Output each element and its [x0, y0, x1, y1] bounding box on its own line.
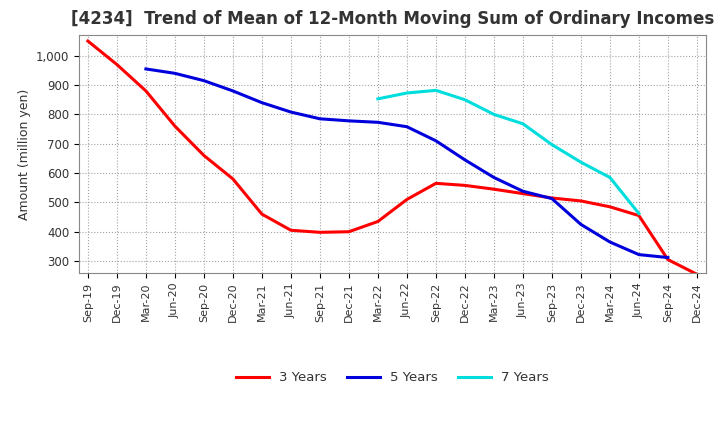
5 Years — [431, 138, 440, 143]
5 Years — [199, 78, 208, 83]
5 Years — [287, 110, 295, 115]
5 Years — [518, 189, 527, 194]
3 Years — [315, 230, 324, 235]
5 Years — [258, 100, 266, 105]
5 Years — [228, 88, 237, 94]
7 Years — [431, 88, 440, 93]
3 Years — [518, 191, 527, 196]
5 Years — [171, 71, 179, 76]
5 Years — [345, 118, 354, 124]
5 Years — [664, 255, 672, 260]
3 Years — [693, 271, 701, 277]
7 Years — [577, 160, 585, 165]
5 Years — [548, 196, 557, 201]
Line: 3 Years: 3 Years — [88, 41, 697, 274]
5 Years — [315, 116, 324, 121]
5 Years — [606, 239, 614, 245]
Line: 7 Years: 7 Years — [378, 90, 639, 213]
3 Years — [431, 181, 440, 186]
5 Years — [490, 175, 498, 180]
Line: 5 Years: 5 Years — [146, 69, 668, 257]
3 Years — [577, 198, 585, 204]
3 Years — [402, 197, 411, 202]
5 Years — [461, 157, 469, 162]
5 Years — [634, 252, 643, 257]
3 Years — [142, 88, 150, 94]
7 Years — [606, 175, 614, 180]
5 Years — [374, 120, 382, 125]
5 Years — [577, 222, 585, 227]
3 Years — [490, 187, 498, 192]
3 Years — [606, 204, 614, 209]
7 Years — [461, 97, 469, 103]
7 Years — [548, 142, 557, 147]
5 Years — [142, 66, 150, 72]
7 Years — [634, 211, 643, 216]
3 Years — [84, 38, 92, 44]
3 Years — [634, 213, 643, 218]
7 Years — [402, 90, 411, 95]
3 Years — [345, 229, 354, 235]
5 Years — [402, 124, 411, 129]
7 Years — [518, 121, 527, 126]
7 Years — [490, 112, 498, 117]
3 Years — [664, 257, 672, 262]
3 Years — [548, 195, 557, 201]
Title: [4234]  Trend of Mean of 12-Month Moving Sum of Ordinary Incomes: [4234] Trend of Mean of 12-Month Moving … — [71, 10, 714, 28]
3 Years — [112, 62, 121, 67]
Y-axis label: Amount (million yen): Amount (million yen) — [17, 88, 30, 220]
3 Years — [374, 219, 382, 224]
3 Years — [199, 153, 208, 158]
Legend: 3 Years, 5 Years, 7 Years: 3 Years, 5 Years, 7 Years — [230, 366, 554, 390]
3 Years — [228, 176, 237, 182]
3 Years — [171, 124, 179, 129]
3 Years — [461, 183, 469, 188]
7 Years — [374, 96, 382, 102]
3 Years — [258, 212, 266, 217]
3 Years — [287, 227, 295, 233]
